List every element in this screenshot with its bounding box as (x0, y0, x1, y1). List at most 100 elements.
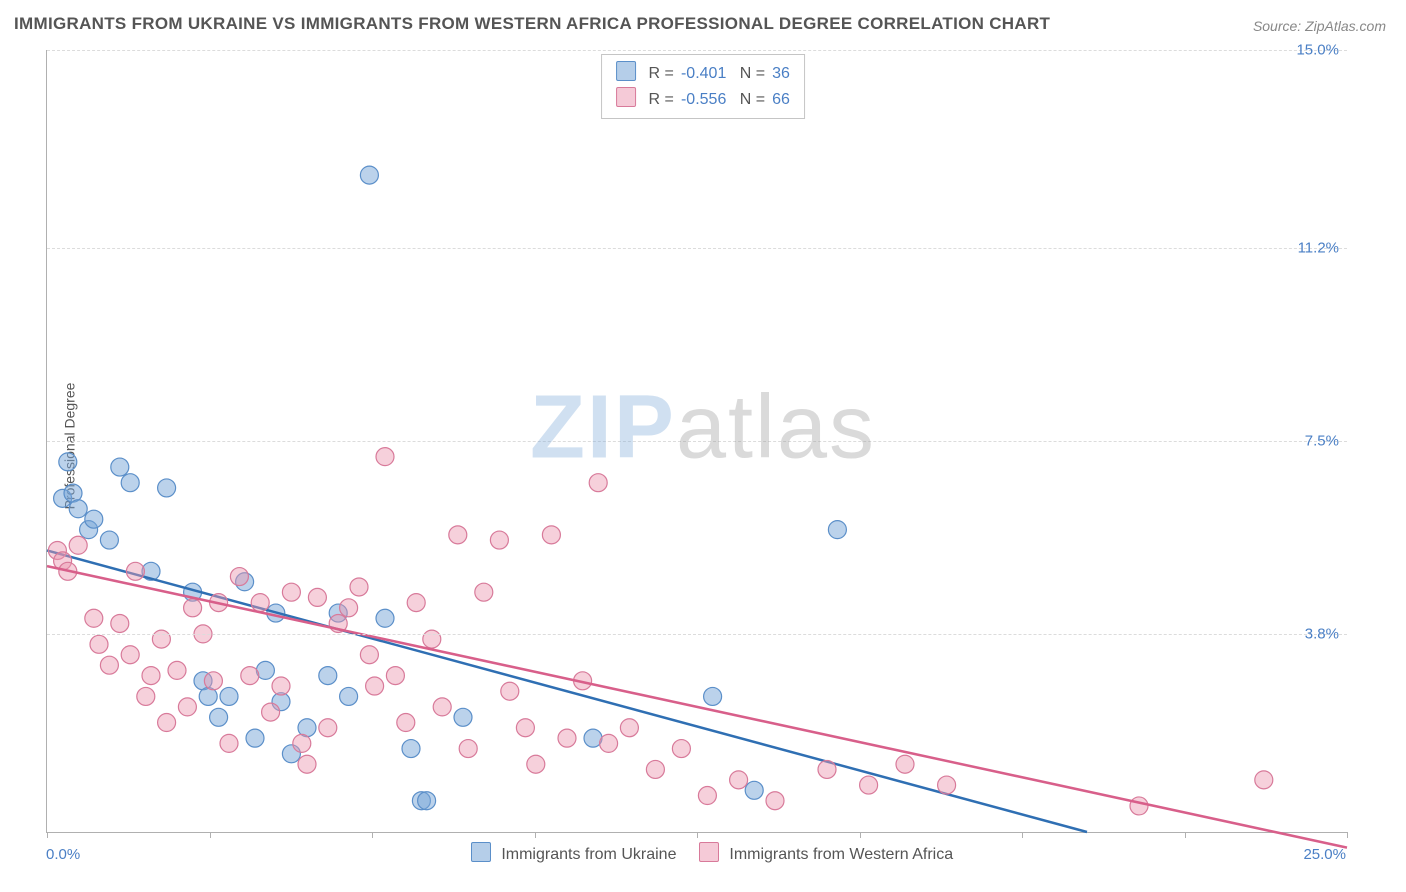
legend-label-ukraine: Immigrants from Ukraine (501, 846, 676, 863)
x-tick (1347, 832, 1348, 838)
y-tick-label: 15.0% (1296, 42, 1339, 59)
data-point-w_africa (121, 646, 139, 664)
data-point-w_africa (90, 635, 108, 653)
x-tick (697, 832, 698, 838)
data-point-ukraine (418, 792, 436, 810)
data-point-ukraine (319, 667, 337, 685)
x-tick (1185, 832, 1186, 838)
data-point-ukraine (121, 474, 139, 492)
data-point-w_africa (220, 734, 238, 752)
n-value-ukraine: 36 (772, 65, 790, 82)
swatch-pink-icon (616, 87, 636, 107)
data-point-w_africa (204, 672, 222, 690)
data-point-w_africa (85, 609, 103, 627)
data-point-ukraine (745, 781, 763, 799)
data-point-w_africa (293, 734, 311, 752)
source-attribution: Source: ZipAtlas.com (1253, 18, 1386, 34)
data-point-w_africa (1130, 797, 1148, 815)
data-point-ukraine (360, 166, 378, 184)
data-point-w_africa (896, 755, 914, 773)
data-point-w_africa (386, 667, 404, 685)
x-tick (1022, 832, 1023, 838)
data-point-w_africa (340, 599, 358, 617)
swatch-blue-icon (616, 61, 636, 81)
data-point-w_africa (366, 677, 384, 695)
data-point-w_africa (319, 719, 337, 737)
data-point-w_africa (766, 792, 784, 810)
data-point-ukraine (111, 458, 129, 476)
data-point-ukraine (828, 521, 846, 539)
data-point-w_africa (938, 776, 956, 794)
legend-swatch-pink-icon (699, 842, 719, 862)
data-point-w_africa (397, 714, 415, 732)
chart-title: IMMIGRANTS FROM UKRAINE VS IMMIGRANTS FR… (14, 14, 1050, 34)
data-point-w_africa (100, 656, 118, 674)
data-point-w_africa (1255, 771, 1273, 789)
data-point-w_africa (69, 536, 87, 554)
y-tick-label: 11.2% (1298, 240, 1339, 257)
x-tick (860, 832, 861, 838)
data-point-w_africa (376, 448, 394, 466)
y-tick-label: 3.8% (1305, 625, 1339, 642)
r-value-wafrica: -0.556 (681, 91, 726, 108)
data-point-w_africa (600, 734, 618, 752)
data-point-w_africa (672, 740, 690, 758)
data-point-w_africa (490, 531, 508, 549)
data-point-w_africa (818, 760, 836, 778)
stats-legend-box: R = -0.401 N = 36 R = -0.556 N = 66 (601, 54, 805, 119)
data-point-w_africa (230, 568, 248, 586)
data-point-ukraine (69, 500, 87, 518)
y-tick-label: 7.5% (1305, 433, 1339, 450)
x-tick (210, 832, 211, 838)
data-point-w_africa (350, 578, 368, 596)
data-point-w_africa (178, 698, 196, 716)
bottom-legend: Immigrants from Ukraine Immigrants from … (0, 842, 1406, 864)
x-tick (535, 832, 536, 838)
data-point-w_africa (184, 599, 202, 617)
data-point-w_africa (168, 661, 186, 679)
legend-swatch-blue-icon (471, 842, 491, 862)
gridline (47, 248, 1347, 249)
data-point-ukraine (100, 531, 118, 549)
x-tick (372, 832, 373, 838)
data-point-ukraine (220, 687, 238, 705)
data-point-w_africa (698, 787, 716, 805)
data-point-w_africa (298, 755, 316, 773)
data-point-w_africa (137, 687, 155, 705)
x-tick (47, 832, 48, 838)
data-point-w_africa (542, 526, 560, 544)
data-point-w_africa (589, 474, 607, 492)
data-point-w_africa (527, 755, 545, 773)
data-point-w_africa (158, 714, 176, 732)
data-point-w_africa (152, 630, 170, 648)
data-point-w_africa (308, 588, 326, 606)
data-point-ukraine (454, 708, 472, 726)
data-point-w_africa (241, 667, 259, 685)
plot-area: 3.8%7.5%11.2%15.0% (46, 50, 1347, 833)
data-point-ukraine (246, 729, 264, 747)
data-point-ukraine (85, 510, 103, 528)
data-point-w_africa (620, 719, 638, 737)
data-point-w_africa (558, 729, 576, 747)
data-point-ukraine (376, 609, 394, 627)
data-point-w_africa (449, 526, 467, 544)
r-value-ukraine: -0.401 (681, 65, 726, 82)
data-point-w_africa (282, 583, 300, 601)
data-point-ukraine (158, 479, 176, 497)
data-point-w_africa (360, 646, 378, 664)
data-point-w_africa (501, 682, 519, 700)
data-point-ukraine (59, 453, 77, 471)
data-point-w_africa (459, 740, 477, 758)
data-point-w_africa (860, 776, 878, 794)
data-point-w_africa (433, 698, 451, 716)
trend-line-w_africa (47, 566, 1347, 848)
gridline (47, 50, 1347, 51)
data-point-w_africa (126, 562, 144, 580)
gridline (47, 441, 1347, 442)
data-point-w_africa (251, 594, 269, 612)
data-point-w_africa (646, 760, 664, 778)
data-point-ukraine (402, 740, 420, 758)
data-point-ukraine (210, 708, 228, 726)
data-point-w_africa (730, 771, 748, 789)
gridline (47, 634, 1347, 635)
